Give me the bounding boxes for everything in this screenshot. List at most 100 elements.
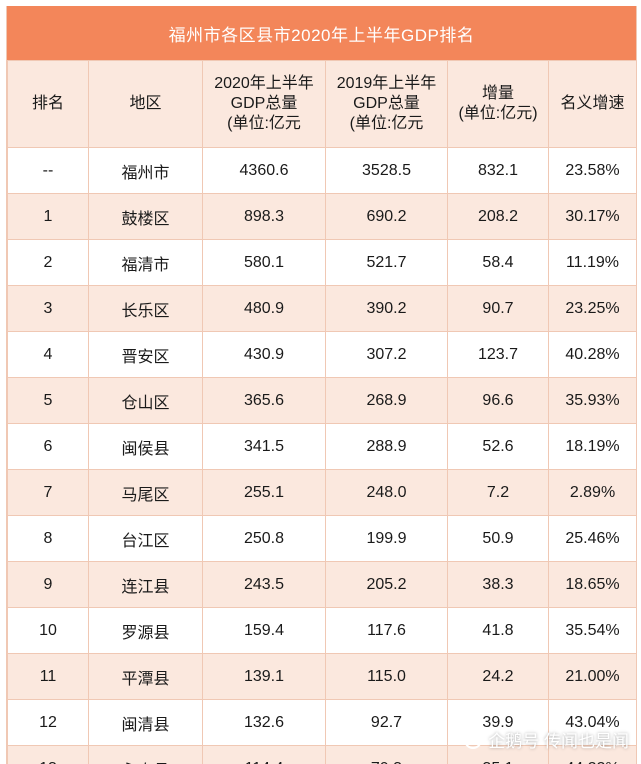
table-cell: 255.1 <box>202 469 326 516</box>
column-header-3: 2019年上半年 GDP总量 (单位:亿元 <box>325 60 448 148</box>
table-cell: 4360.6 <box>202 147 326 194</box>
table-cell: 248.0 <box>325 469 448 516</box>
column-header-line: 地区 <box>129 95 162 112</box>
table-row: 10 罗源县 159.4 117.6 41.8 35.54% <box>7 607 636 654</box>
table-cell: 长乐区 <box>88 285 203 332</box>
table-cell: 18.65% <box>548 561 636 608</box>
table-row: 8 台江区 250.8 199.9 50.9 25.46% <box>7 515 636 562</box>
table-cell: 199.9 <box>325 515 448 562</box>
table-cell: 连江县 <box>88 561 203 608</box>
table-cell: 10 <box>7 607 89 654</box>
table-row: -- 福州市 4360.6 3528.5 832.1 23.58% <box>7 147 636 194</box>
table-cell: 159.4 <box>202 607 326 654</box>
column-header-line: 排名 <box>31 95 64 112</box>
table-cell: 139.1 <box>202 653 326 700</box>
table-row: 6 闽侯县 341.5 288.9 52.6 18.19% <box>7 423 636 470</box>
table-cell: 23.25% <box>548 285 636 332</box>
table-row: 9 连江县 243.5 205.2 38.3 18.65% <box>7 561 636 608</box>
table-cell: 115.0 <box>325 653 448 700</box>
table-cell: 480.9 <box>202 285 326 332</box>
table-cell: 43.04% <box>548 699 636 746</box>
table-row: 13永泰县114.479.335.144.22% <box>7 745 636 764</box>
table-cell: 罗源县 <box>88 607 203 654</box>
table-cell: 马尾区 <box>88 469 203 516</box>
table-cell: -- <box>7 147 89 194</box>
column-header-line: (单位:亿元 <box>227 115 301 132</box>
table-cell: 132.6 <box>202 699 326 746</box>
table-cell: 7.2 <box>447 469 549 516</box>
table-cell: 288.9 <box>325 423 448 470</box>
table-cell: 41.8 <box>447 607 549 654</box>
table-cell: 365.6 <box>202 377 326 424</box>
table-cell: 1 <box>7 193 89 240</box>
table-body: -- 福州市 4360.6 3528.5 832.1 23.58% 1 鼓楼区 898.3 690… <box>7 147 636 764</box>
table-cell: 23.58% <box>548 147 636 194</box>
column-header-line: (单位:亿元 <box>349 115 424 132</box>
table-cell: 鼓楼区 <box>88 193 203 240</box>
column-header-1: 地区 <box>88 60 203 148</box>
table-cell: 898.3 <box>202 193 326 240</box>
table-cell: 18.19% <box>548 423 636 470</box>
table-cell: 25.46% <box>548 515 636 562</box>
table-cell: 79.3 <box>325 745 448 764</box>
table-cell: 9 <box>7 561 89 608</box>
table-row: 1 鼓楼区 898.3 690.2 208.2 30.17% <box>7 193 636 240</box>
table-cell: 福清市 <box>88 239 203 286</box>
table-cell: 台江区 <box>88 515 203 562</box>
table-cell: 福州市 <box>88 147 203 194</box>
column-header-line: 2020年上半年 <box>214 75 314 92</box>
table-cell: 521.7 <box>325 239 448 286</box>
table-row: 3 长乐区 480.9 390.2 90.7 23.25% <box>7 285 636 332</box>
table-cell: 38.3 <box>447 561 549 608</box>
table-cell: 117.6 <box>325 607 448 654</box>
column-header-5: 名义增速 <box>548 60 636 148</box>
table-cell: 50.9 <box>447 515 549 562</box>
table-cell: 7 <box>7 469 89 516</box>
table-cell: 6 <box>7 423 89 470</box>
column-header-line: GDP总量 <box>353 95 420 112</box>
column-header-line: 增量 <box>481 85 514 102</box>
column-header-line: GDP总量 <box>230 95 298 112</box>
table-cell: 平潭县 <box>88 653 203 700</box>
table-cell: 35.93% <box>548 377 636 424</box>
table-cell: 11.19% <box>548 239 636 286</box>
table-cell: 12 <box>7 699 89 746</box>
table-cell: 2.89% <box>548 469 636 516</box>
table-cell: 390.2 <box>325 285 448 332</box>
table-cell: 52.6 <box>447 423 549 470</box>
table-cell: 40.28% <box>548 331 636 378</box>
table-cell: 仓山区 <box>88 377 203 424</box>
table-cell: 44.22% <box>548 745 636 764</box>
column-header-4: 增量 (单位:亿元) <box>447 60 549 148</box>
header-row: 排名 地区 2020年上半年 GDP总量 (单位:亿元 2019年上半年 GDP总量 (单位:… <box>7 60 636 148</box>
table-row: 5 仓山区 365.6 268.9 96.6 35.93% <box>7 377 636 424</box>
table-cell: 832.1 <box>447 147 549 194</box>
watermark: 企鹅号 传闻也是闻 <box>464 727 629 752</box>
table-cell: 8 <box>7 515 89 562</box>
table-row: 2 福清市 580.1 521.7 58.4 11.19% <box>7 239 636 286</box>
gdp-ranking-table: 福州市各区县市2020年上半年GDP排名 排名 地区 2020年上半年 GDP总量 (单… <box>6 6 637 764</box>
table-row: 11 平潭县 139.1 115.0 24.2 21.00% <box>7 653 636 700</box>
table-cell: 35.54% <box>548 607 636 654</box>
table-cell: 123.7 <box>447 331 549 378</box>
table-cell: 690.2 <box>325 193 448 240</box>
table-cell: 92.7 <box>325 699 448 746</box>
table-cell: 3 <box>7 285 89 332</box>
penguin-logo-icon <box>464 730 483 749</box>
column-header-line: 名义增速 <box>560 95 625 112</box>
table-cell: 430.9 <box>202 331 326 378</box>
table-cell: 晋安区 <box>88 331 203 378</box>
table-cell: 90.7 <box>447 285 549 332</box>
table-cell: 307.2 <box>325 331 448 378</box>
table-cell: 114.4 <box>202 745 326 764</box>
watermark-text: 企鹅号 传闻也是闻 <box>488 732 629 751</box>
column-header-line: (单位:亿元) <box>458 105 538 122</box>
table-cell: 268.9 <box>325 377 448 424</box>
table-cell: 208.2 <box>447 193 549 240</box>
table-cell: 永泰县 <box>88 745 203 764</box>
table-cell: 21.00% <box>548 653 636 700</box>
table-cell: 35.1 <box>447 745 549 764</box>
table-cell: 闽清县 <box>88 699 203 746</box>
table-cell: 2 <box>7 239 89 286</box>
table-cell: 闽侯县 <box>88 423 203 470</box>
